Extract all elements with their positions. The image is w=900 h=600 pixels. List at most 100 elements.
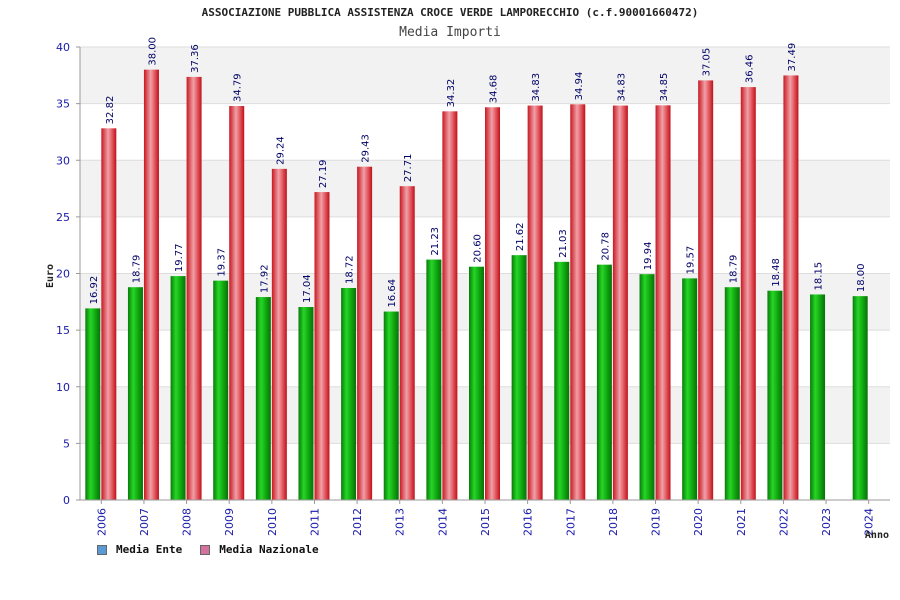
y-tick-label: 35 — [56, 98, 70, 111]
y-axis-label: Euro — [45, 264, 56, 288]
bar-media-ente — [554, 261, 570, 500]
x-tick-label: 2014 — [436, 508, 449, 536]
data-label-media-ente: 17.92 — [259, 264, 270, 293]
x-tick-label: 2013 — [394, 508, 407, 536]
bar-media-nazionale — [229, 106, 245, 501]
axes-layer: 0 5 10 15 20 25 30 35 40 2006 2007 2008 2009 2010 2011… — [56, 41, 890, 536]
legend-label-media-ente: Media Ente — [116, 543, 183, 556]
bar-media-ente — [341, 287, 357, 500]
bar-media-nazionale — [143, 69, 159, 501]
data-label-media-nazionale: 29.24 — [275, 136, 286, 165]
x-tick-label: 2017 — [564, 508, 577, 536]
data-label-media-ente: 19.94 — [643, 242, 654, 271]
x-tick-label: 2008 — [181, 508, 194, 536]
data-label-media-ente: 18.72 — [345, 255, 356, 284]
y-tick-label: 20 — [56, 268, 70, 281]
bar-media-nazionale — [698, 80, 714, 500]
data-label-media-ente: 18.79 — [131, 255, 142, 284]
data-label-media-nazionale: 34.83 — [616, 73, 627, 102]
data-label-media-ente: 18.15 — [814, 262, 825, 291]
data-label-media-nazionale: 37.49 — [787, 43, 798, 72]
bar-media-ente — [298, 307, 314, 500]
bar-media-ente — [810, 294, 826, 500]
legend: Media Ente Media Nazionale — [97, 543, 337, 556]
legend-label-media-nazionale: Media Nazionale — [219, 543, 319, 556]
data-label-media-ente: 20.78 — [600, 232, 611, 261]
bar-media-ente — [170, 276, 186, 500]
bar-media-nazionale — [442, 111, 458, 501]
bar-media-nazionale — [101, 128, 117, 500]
data-label-media-ente: 21.03 — [558, 229, 569, 258]
y-tick-label: 5 — [63, 437, 70, 450]
x-tick-label: 2007 — [138, 508, 151, 536]
bar-media-ente — [852, 296, 868, 500]
data-label-media-ente: 16.64 — [387, 279, 398, 308]
data-label-media-nazionale: 34.79 — [233, 73, 244, 102]
legend-swatch-media-nazionale — [200, 544, 211, 555]
bar-media-ente — [511, 255, 527, 500]
data-label-media-nazionale: 27.19 — [318, 159, 329, 188]
data-label-media-ente: 21.23 — [430, 227, 441, 256]
data-label-media-nazionale: 29.43 — [361, 134, 372, 163]
bar-media-nazionale — [314, 192, 330, 501]
data-label-media-nazionale: 37.05 — [702, 48, 713, 77]
x-tick-label: 2006 — [95, 508, 108, 536]
x-tick-label: 2023 — [820, 508, 833, 536]
y-tick-label: 15 — [56, 324, 70, 337]
bar-media-ente — [639, 274, 655, 500]
data-label-media-nazionale: 38.00 — [147, 37, 158, 66]
data-label-media-ente: 20.60 — [473, 234, 484, 263]
data-label-media-ente: 19.37 — [217, 248, 228, 277]
x-tick-label: 2015 — [479, 508, 492, 536]
bar-media-nazionale — [612, 105, 628, 501]
x-tick-label: 2020 — [692, 508, 705, 536]
bar-media-ente — [596, 264, 612, 500]
x-tick-label: 2010 — [266, 508, 279, 536]
bar-media-nazionale — [399, 186, 415, 500]
y-tick-label: 25 — [56, 211, 70, 224]
x-tick-label: 2021 — [735, 508, 748, 536]
x-tick-label: 2012 — [351, 508, 364, 536]
legend-item-media-ente: Media Ente — [97, 543, 182, 556]
data-label-media-ente: 19.57 — [686, 246, 697, 275]
data-label-media-nazionale: 34.83 — [531, 73, 542, 102]
data-label-media-nazionale: 32.82 — [105, 96, 116, 125]
data-label-media-nazionale: 27.71 — [403, 154, 414, 183]
bar-media-ente — [127, 287, 143, 500]
bar-media-nazionale — [357, 166, 373, 500]
data-label-media-nazionale: 34.68 — [489, 75, 500, 104]
bar-media-nazionale — [186, 76, 202, 500]
bar-media-nazionale — [570, 104, 586, 500]
data-label-media-ente: 16.92 — [89, 276, 100, 305]
bar-media-nazionale — [527, 105, 543, 501]
data-label-media-nazionale: 34.94 — [574, 72, 585, 101]
chart-title: ASSOCIAZIONE PUBBLICA ASSISTENZA CROCE V… — [201, 6, 699, 19]
data-label-media-ente: 18.79 — [728, 255, 739, 284]
data-label-media-ente: 17.04 — [302, 274, 313, 303]
y-tick-label: 30 — [56, 154, 70, 167]
bar-media-ente — [255, 297, 271, 500]
data-label-media-nazionale: 37.36 — [190, 44, 201, 73]
bar-media-ente — [426, 259, 442, 500]
x-tick-label: 2016 — [522, 508, 535, 536]
data-label-media-ente: 19.77 — [174, 243, 185, 272]
x-tick-label: 2011 — [308, 508, 321, 536]
x-tick-label: 2019 — [650, 508, 663, 536]
bar-media-ente — [85, 308, 101, 500]
legend-item-media-nazionale: Media Nazionale — [200, 543, 319, 556]
data-label-media-ente: 21.62 — [515, 223, 526, 252]
data-label-media-nazionale: 34.85 — [659, 73, 670, 102]
data-label-media-nazionale: 34.32 — [446, 79, 457, 108]
chart-subtitle: Media Importi — [399, 25, 501, 40]
bar-media-ente — [213, 280, 229, 500]
data-label-media-ente: 18.00 — [856, 264, 867, 293]
data-label-media-nazionale: 36.46 — [744, 54, 755, 83]
bar-media-ente — [767, 290, 783, 500]
bar-media-ente — [469, 266, 484, 500]
x-tick-label: 2018 — [607, 508, 620, 536]
bar-media-nazionale — [271, 168, 287, 500]
y-tick-label: 40 — [56, 41, 70, 54]
x-tick-label: 2024 — [863, 508, 876, 536]
bar-media-nazionale — [655, 105, 671, 500]
x-tick-label: 2009 — [223, 508, 236, 536]
